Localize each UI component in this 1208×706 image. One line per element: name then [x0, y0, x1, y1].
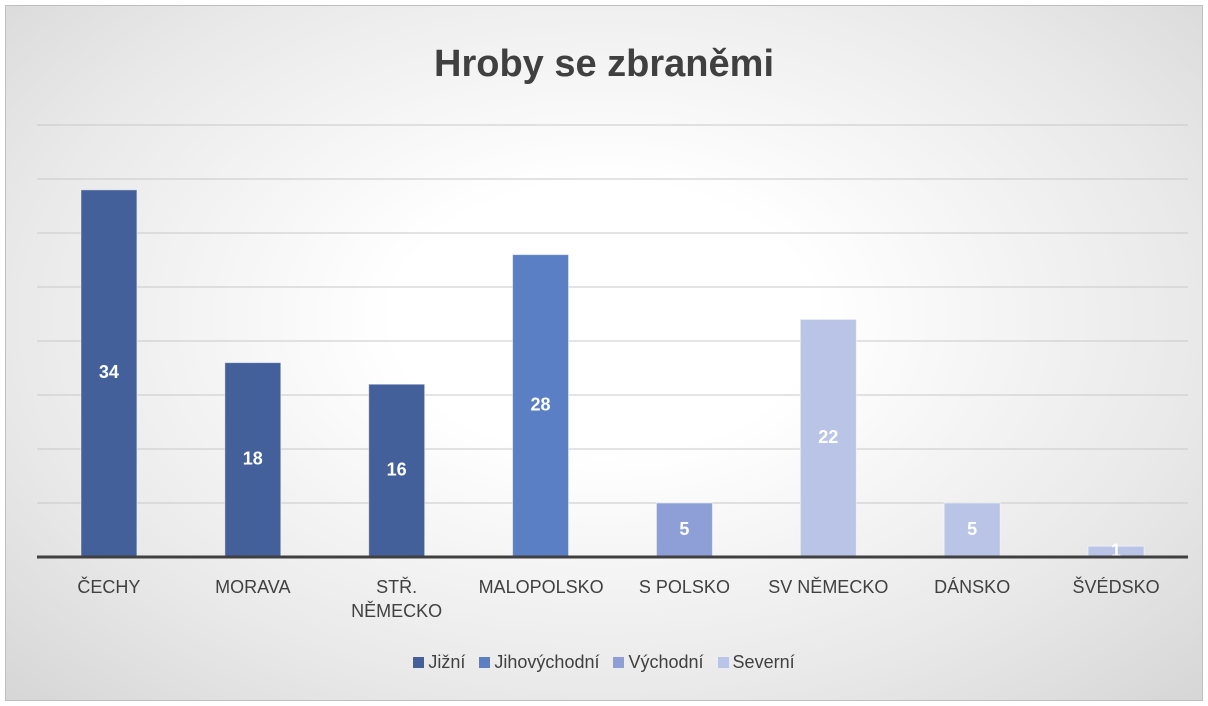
legend-label: Východní: [628, 652, 704, 672]
data-label: 28: [531, 395, 551, 415]
data-label: 1: [1111, 540, 1121, 560]
legend: Jižní Jihovýchodní Východní Severní: [0, 652, 1208, 673]
bar: [799, 318, 857, 558]
x-tick-label: S POLSKO: [638, 577, 730, 597]
data-label: 22: [818, 427, 838, 447]
x-tick-label: MORAVA: [215, 577, 291, 597]
legend-swatch: [413, 657, 425, 668]
x-tick-label: ŠVÉDSKO: [1072, 577, 1160, 597]
x-tick-label: STŘ. NĚMECKO: [351, 577, 443, 621]
legend-swatch: [479, 657, 491, 668]
data-label: 34: [99, 362, 119, 382]
legend-label: Severní: [732, 652, 795, 672]
legend-item: Jižní: [413, 652, 465, 673]
data-label: 5: [679, 519, 689, 539]
legend-item: Severní: [717, 652, 795, 673]
x-tick-label: SV NĚMECKO: [768, 577, 889, 597]
legend-item: Východní: [613, 652, 704, 673]
chart-title: Hroby se zbraněmi: [434, 43, 774, 85]
legend-label: Jižní: [428, 652, 466, 672]
legend-swatch: [613, 657, 625, 668]
bar: [655, 502, 713, 558]
data-label: 5: [967, 519, 977, 539]
data-label: 18: [243, 449, 263, 469]
legend-item: Jihovýchodní: [479, 652, 599, 673]
legend-label: Jihovýchodní: [494, 652, 600, 672]
chart-area: [5, 5, 1203, 701]
legend-swatch: [717, 657, 729, 668]
x-tick-label: ČECHY: [77, 577, 141, 597]
x-tick-label: DÁNSKO: [934, 577, 1011, 597]
bar: [943, 502, 1001, 558]
x-tick-label: MALOPOLSKO: [478, 577, 604, 597]
data-label: 16: [387, 459, 407, 479]
